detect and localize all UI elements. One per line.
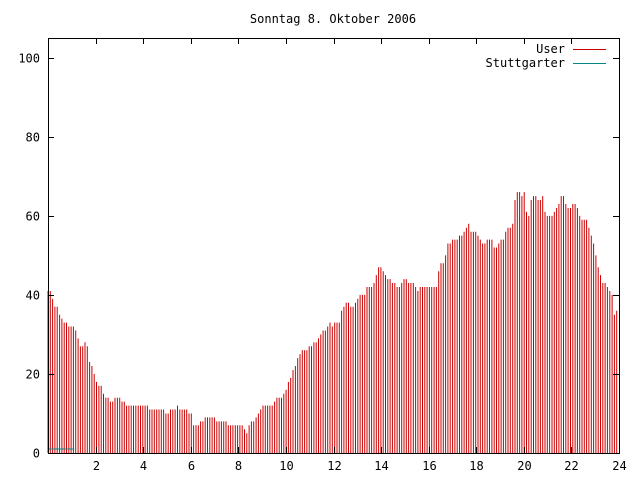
x-tick-label: 18 (469, 459, 483, 473)
x-axis: 2 4 6 8 10 12 14 16 18 20 22 24 (93, 38, 627, 473)
y-tick-label: 40 (26, 289, 40, 303)
y-tick-label: 0 (33, 447, 40, 461)
y-tick-label: 60 (26, 210, 40, 224)
x-tick-label: 6 (188, 459, 195, 473)
x-tick-label: 10 (279, 459, 293, 473)
x-tick-label: 14 (374, 459, 388, 473)
x-tick-label: 16 (422, 459, 436, 473)
x-tick-label: 22 (564, 459, 578, 473)
x-tick-label: 2 (93, 459, 100, 473)
y-tick-label: 80 (26, 131, 40, 145)
x-tick-label: 8 (235, 459, 242, 473)
x-tick-label: 12 (327, 459, 341, 473)
legend-label: User (536, 42, 565, 56)
y-axis: 0 20 40 60 80 100 (18, 52, 619, 461)
y-tick-label: 100 (18, 52, 40, 66)
x-tick-label: 20 (517, 459, 531, 473)
y-tick-label: 20 (26, 368, 40, 382)
user-series-bars (47, 192, 618, 453)
x-tick-label: 4 (140, 459, 147, 473)
x-tick-label: 24 (612, 459, 626, 473)
legend-label: Stuttgarter (486, 56, 565, 70)
chart-title: Sonntag 8. Oktober 2006 (250, 12, 416, 26)
